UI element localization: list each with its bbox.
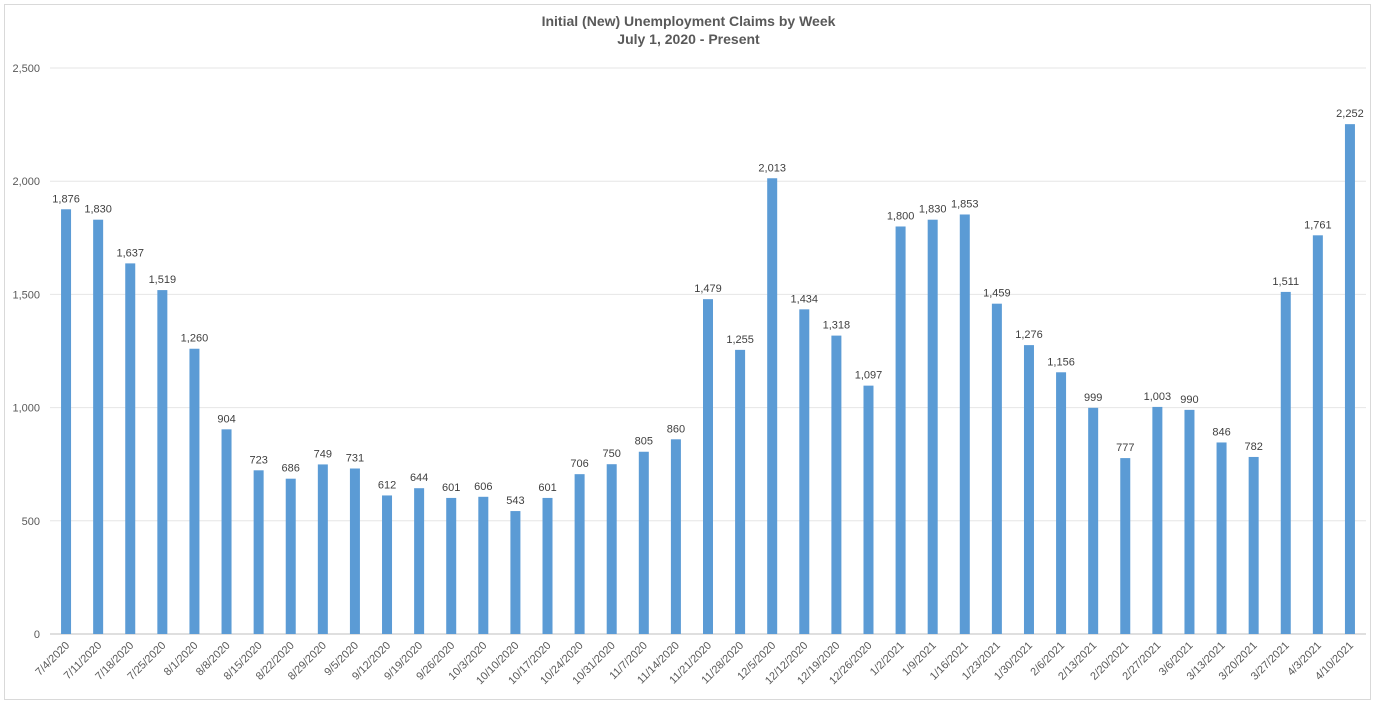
data-label: 904 xyxy=(217,413,235,425)
bar xyxy=(767,178,778,634)
chart-subtitle: July 1, 2020 - Present xyxy=(617,31,760,47)
bar xyxy=(285,478,296,634)
data-label: 1,637 xyxy=(116,247,144,259)
data-label: 1,876 xyxy=(52,193,80,205)
data-label: 860 xyxy=(667,423,685,435)
data-label: 805 xyxy=(635,436,653,448)
data-label: 999 xyxy=(1084,392,1102,404)
bar xyxy=(125,263,136,634)
bar xyxy=(735,349,746,634)
data-label: 601 xyxy=(442,482,460,494)
bar xyxy=(510,511,521,634)
data-label: 1,255 xyxy=(726,334,754,346)
chart-title: Initial (New) Unemployment Claims by Wee… xyxy=(541,13,836,29)
data-label: 1,156 xyxy=(1047,356,1075,368)
y-tick-label: 500 xyxy=(22,516,40,528)
data-label: 1,459 xyxy=(983,288,1011,300)
data-label: 750 xyxy=(603,448,621,460)
bar xyxy=(1280,291,1291,634)
data-label: 1,519 xyxy=(149,274,177,286)
bar xyxy=(831,335,842,634)
bar xyxy=(703,299,713,634)
y-tick-label: 0 xyxy=(34,629,40,641)
bar xyxy=(863,385,874,634)
bar xyxy=(478,496,489,634)
bar xyxy=(414,488,425,634)
bar xyxy=(1344,124,1355,634)
bar xyxy=(1216,442,1227,634)
data-label: 543 xyxy=(506,495,524,507)
data-label: 749 xyxy=(314,448,332,460)
bar xyxy=(189,348,200,634)
bar xyxy=(1248,456,1259,634)
bar xyxy=(991,303,1002,634)
x-tick-label: 1/2/2021 xyxy=(868,640,907,679)
y-tick-label: 2,000 xyxy=(12,176,40,188)
data-label: 1,830 xyxy=(84,204,112,216)
data-label: 706 xyxy=(570,458,588,470)
data-label: 1,853 xyxy=(951,198,979,210)
bar xyxy=(446,497,457,634)
data-label: 990 xyxy=(1180,394,1198,406)
bar xyxy=(221,429,232,634)
bar xyxy=(542,497,553,634)
bar xyxy=(1184,409,1195,634)
bar xyxy=(93,219,104,635)
bar xyxy=(1088,407,1099,634)
y-tick-label: 1,500 xyxy=(12,289,40,301)
data-label: 601 xyxy=(538,482,556,494)
y-axis: 0 500 1,000 1,500 2,000 2,500 xyxy=(12,63,40,641)
bar xyxy=(606,464,617,634)
data-label: 644 xyxy=(410,472,428,484)
bar xyxy=(253,470,264,634)
data-label: 1,318 xyxy=(823,320,851,332)
data-label: 2,013 xyxy=(758,162,786,174)
bar xyxy=(895,226,906,635)
bar xyxy=(959,214,970,634)
data-label: 1,830 xyxy=(919,204,947,216)
bar xyxy=(799,309,810,634)
data-label: 846 xyxy=(1212,426,1230,438)
data-label: 1,511 xyxy=(1272,276,1299,288)
data-label: 1,260 xyxy=(181,333,209,345)
bar xyxy=(1056,372,1067,634)
bar xyxy=(638,451,649,634)
bar xyxy=(1152,406,1163,634)
bar xyxy=(927,219,938,635)
data-label: 777 xyxy=(1116,442,1134,454)
data-label: 723 xyxy=(249,454,267,466)
bars xyxy=(61,124,1355,635)
data-label: 1,761 xyxy=(1304,219,1332,231)
data-label: 1,434 xyxy=(791,293,819,305)
data-label: 1,097 xyxy=(855,370,883,382)
data-label: 1,276 xyxy=(1015,329,1043,341)
data-label: 2,252 xyxy=(1336,108,1364,120)
bar xyxy=(61,209,72,634)
bar xyxy=(349,468,360,634)
chart-frame xyxy=(4,4,1371,700)
data-label: 782 xyxy=(1244,441,1262,453)
chart-title-block: Initial (New) Unemployment Claims by Wee… xyxy=(0,12,1377,48)
data-label: 606 xyxy=(474,481,492,493)
bar xyxy=(157,290,168,634)
bar xyxy=(574,474,585,634)
data-label: 1,479 xyxy=(694,283,722,295)
x-axis: 7/4/20207/11/20207/18/20207/25/20208/1/2… xyxy=(33,640,1356,687)
bar xyxy=(317,464,328,634)
x-tick-label: 8/1/2020 xyxy=(162,640,201,679)
data-label: 731 xyxy=(346,453,364,465)
bar xyxy=(670,439,681,634)
data-label: 1,800 xyxy=(887,210,915,222)
data-label: 612 xyxy=(378,479,396,491)
bar xyxy=(1312,235,1323,634)
bar xyxy=(1023,345,1034,634)
data-label: 686 xyxy=(282,463,300,475)
data-labels: 1,876 1,830 1,637 1,519 1,260 904 723 686 749 731… xyxy=(52,108,1363,507)
bar xyxy=(382,495,393,634)
data-label: 1,003 xyxy=(1144,391,1172,403)
y-tick-label: 1,000 xyxy=(12,403,40,415)
y-tick-label: 2,500 xyxy=(12,63,40,75)
bar xyxy=(1120,458,1131,634)
